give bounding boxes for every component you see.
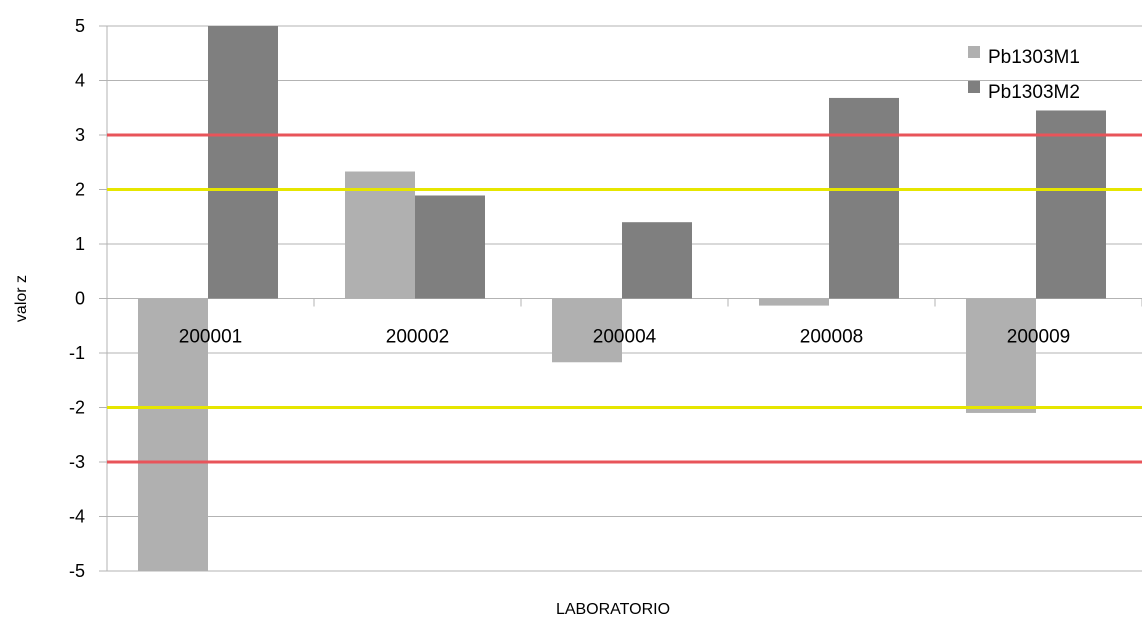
bar-pb1303m2-200002: [415, 195, 485, 299]
y-tick-label: -4: [69, 507, 85, 527]
legend-swatch: [968, 81, 980, 93]
x-category-label: 200009: [1007, 327, 1070, 348]
y-tick-label: 5: [75, 16, 85, 36]
x-category-label: 200004: [593, 327, 657, 348]
bar-pb1303m1-200009: [966, 298, 1036, 413]
bars: [138, 26, 1106, 571]
x-category-label: 200008: [800, 327, 863, 348]
y-tick-label: -1: [69, 343, 85, 363]
bar-pb1303m2-200008: [829, 97, 899, 299]
reference-lines: [107, 133, 1142, 464]
y-axis: 5 4 3 2 1 0 -1 -2 -3 -4 -5: [69, 16, 108, 581]
y-tick-label: -5: [69, 561, 85, 581]
x-axis-title: LABORATORIO: [556, 601, 670, 618]
category-labels: 200001 200002 200004 200008 200009: [179, 327, 1070, 348]
bar-pb1303m2-200001: [208, 26, 278, 299]
bar-pb1303m1-200001: [138, 298, 208, 571]
bar-pb1303m1-200008: [759, 298, 829, 306]
y-tick-label: 1: [75, 234, 85, 254]
y-axis-title: valor z: [13, 275, 30, 322]
bar-pb1303m2-200004: [622, 222, 692, 299]
legend-label: Pb1303M1: [988, 47, 1080, 68]
y-tick-label: -3: [69, 452, 85, 472]
bar-pb1303m1-200004: [552, 298, 622, 363]
legend: Pb1303M1 Pb1303M2: [968, 46, 1080, 103]
x-category-label: 200001: [179, 327, 242, 348]
y-tick-label: 4: [75, 71, 85, 91]
y-tick-label: 0: [75, 289, 85, 309]
legend-swatch: [968, 46, 980, 58]
y-tick-label: -2: [69, 398, 85, 418]
x-category-label: 200002: [386, 327, 449, 348]
y-tick-label: 2: [75, 180, 85, 200]
bar-pb1303m2-200009: [1036, 110, 1106, 299]
bar-pb1303m1-200002: [345, 171, 415, 299]
y-tick-label: 3: [75, 125, 85, 145]
legend-label: Pb1303M2: [988, 82, 1080, 103]
